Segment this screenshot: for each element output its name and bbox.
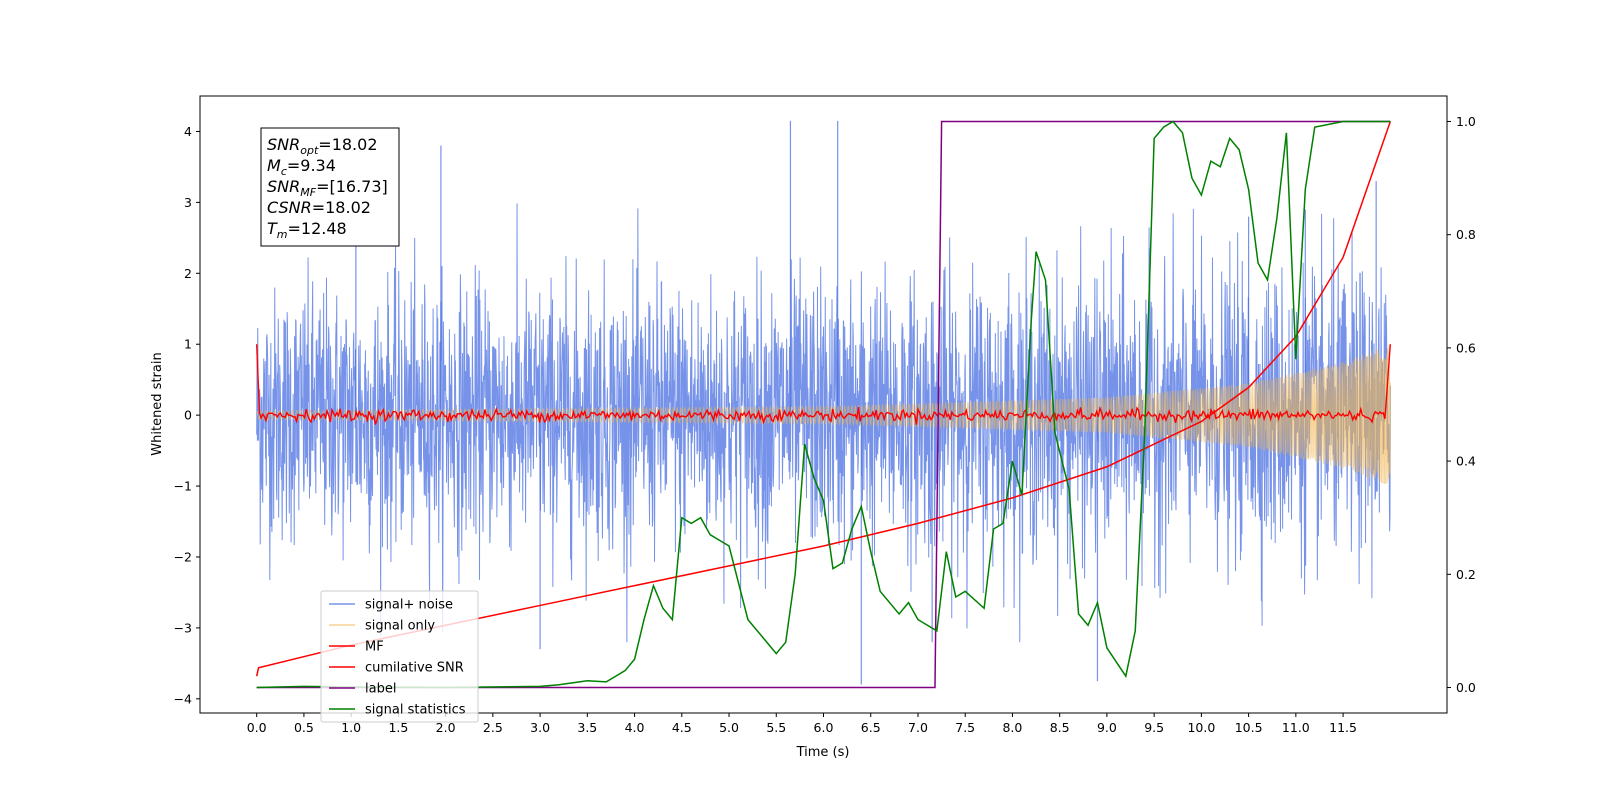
series-signal-only <box>256 344 1391 485</box>
legend-label: signal statistics <box>365 703 466 718</box>
legend-label: MF <box>365 640 384 655</box>
x-tick-label: 4.5 <box>672 720 692 735</box>
x-tick-label: 9.0 <box>1097 720 1117 735</box>
x-tick-label: 1.5 <box>388 720 408 735</box>
x-tick-label: 4.0 <box>625 720 645 735</box>
y2-tick-label: 1.0 <box>1456 114 1476 129</box>
y-tick-label: 0 <box>184 408 192 423</box>
x-tick-label: 8.0 <box>1002 720 1022 735</box>
x-tick-label: 5.0 <box>719 720 739 735</box>
x-tick-label: 7.0 <box>908 720 928 735</box>
x-tick-label: 6.0 <box>814 720 834 735</box>
stats-annotation-box: SNRopt=18.02Mc=9.34SNRMF=[16.73]CSNR=18.… <box>260 127 400 247</box>
series-label <box>256 120 1391 689</box>
y2-tick-label: 0.4 <box>1456 454 1476 469</box>
y-tick-label: 1 <box>184 337 192 352</box>
y-tick-label: −3 <box>174 620 192 635</box>
y2-tick-label: 0.0 <box>1456 680 1476 695</box>
annotation-line: CSNR=18.02 <box>267 198 371 217</box>
annotation-line: Tm=12.48 <box>267 219 347 241</box>
x-tick-label: 2.5 <box>483 720 503 735</box>
legend: signal+ noise signal only MF cumilative SNR… <box>320 590 479 723</box>
x-tick-label: 9.5 <box>1144 720 1164 735</box>
legend-label: cumilative SNR <box>365 661 464 676</box>
y-tick-label: 3 <box>184 195 192 210</box>
annotation-line: SNRopt=18.02 <box>267 135 378 157</box>
x-tick-label: 11.0 <box>1282 720 1310 735</box>
y-tick-label: −2 <box>174 549 192 564</box>
y-tick-label: −1 <box>174 479 192 494</box>
y2-tick-label: 0.6 <box>1456 340 1476 355</box>
legend-label: signal+ noise <box>365 598 453 613</box>
series-signal-statistics <box>256 120 1391 689</box>
y-tick-label: 2 <box>184 266 192 281</box>
x-tick-label: 2.0 <box>436 720 456 735</box>
series-mf <box>255 344 1392 425</box>
legend-frame <box>320 590 479 723</box>
x-tick-label: 6.5 <box>861 720 881 735</box>
x-tick-label: 8.5 <box>1050 720 1070 735</box>
legend-label: signal only <box>365 619 435 634</box>
y-axis-left: −4 −3 −2 −1 0 1 2 3 4 <box>174 124 200 706</box>
x-tick-label: 5.5 <box>766 720 786 735</box>
x-tick-label: 0.5 <box>294 720 314 735</box>
annotation-line: SNRMF=[16.73] <box>267 177 388 199</box>
x-tick-label: 0.0 <box>247 720 267 735</box>
y-tick-label: 4 <box>184 124 192 139</box>
x-axis: 0.0 0.5 1.0 1.5 2.0 2.5 3.0 3.5 4.0 4.5 5.0 5.5 6.0 6… <box>247 713 1357 735</box>
x-tick-label: 3.5 <box>577 720 597 735</box>
y-axis-right: 0.0 0.2 0.4 0.6 0.8 1.0 <box>1447 114 1476 695</box>
x-axis-label: Time (s) <box>796 745 850 760</box>
series-signal-noise <box>256 203 1391 643</box>
x-tick-label: 10.5 <box>1235 720 1263 735</box>
x-tick-label: 7.5 <box>955 720 975 735</box>
x-tick-label: 11.5 <box>1329 720 1357 735</box>
y2-tick-label: 0.8 <box>1456 227 1476 242</box>
plot-area <box>255 120 1392 689</box>
y-tick-label: −4 <box>174 691 192 706</box>
x-tick-label: 1.0 <box>341 720 361 735</box>
legend-label: label <box>365 682 396 697</box>
y2-tick-label: 0.2 <box>1456 567 1476 582</box>
x-tick-label: 10.0 <box>1187 720 1215 735</box>
x-tick-label: 3.0 <box>530 720 550 735</box>
annotation-frame <box>260 127 400 247</box>
annotation-line: Mc=9.34 <box>267 156 336 178</box>
y-axis-label: Whitened strain <box>150 352 165 455</box>
